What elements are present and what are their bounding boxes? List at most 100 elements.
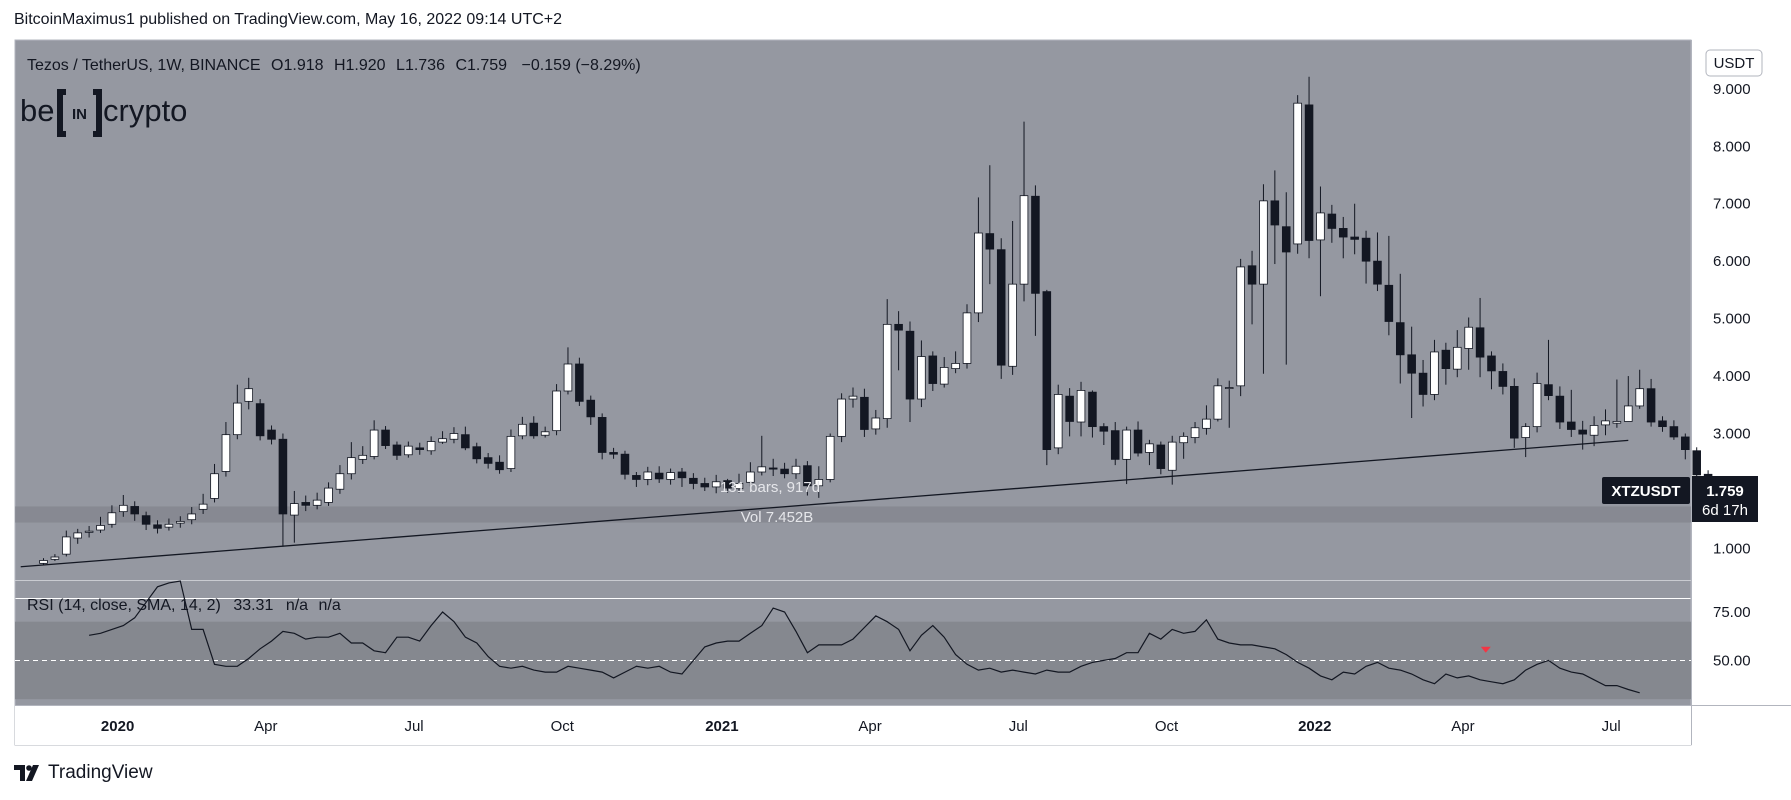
price-axis[interactable]: [1692, 40, 1790, 745]
candle: [1532, 372, 1542, 433]
candle-body-down: [1042, 291, 1052, 450]
candle-body-down: [301, 502, 311, 506]
candle-body-up: [210, 473, 219, 499]
candle-body-up: [290, 503, 299, 516]
candle: [1042, 289, 1052, 466]
candle: [1464, 317, 1473, 370]
candle: [803, 461, 812, 496]
legend-symbol: Tezos / TetherUS, 1W, BINANCE: [27, 57, 261, 74]
candle-body-down: [255, 403, 265, 437]
footer-brand[interactable]: TradingView: [14, 762, 153, 784]
candle-body-up: [1224, 387, 1234, 389]
candle: [290, 490, 299, 543]
candle-body-up: [221, 434, 231, 472]
candle-body-up: [666, 472, 675, 480]
candle: [495, 455, 504, 474]
candle: [1270, 170, 1280, 265]
candle-body-up: [1213, 385, 1223, 420]
logo-right-text: crypto: [103, 93, 187, 128]
candle: [1384, 235, 1394, 336]
candle-body-up: [1236, 266, 1245, 387]
currency-button-frame[interactable]: [1705, 49, 1763, 77]
candle: [1122, 426, 1131, 485]
candle: [335, 465, 345, 494]
candle: [620, 450, 630, 480]
candle: [711, 474, 721, 494]
candle-body-up: [324, 487, 333, 503]
candle: [996, 238, 1006, 379]
candle-body-up: [198, 503, 208, 510]
candle: [643, 466, 653, 486]
candle: [518, 416, 527, 440]
candle-body-down: [1407, 354, 1416, 374]
candle-body-down: [996, 249, 1006, 366]
candle-body-down: [1088, 391, 1097, 428]
candle: [1190, 422, 1200, 444]
candle: [1475, 297, 1485, 378]
candle: [1156, 441, 1166, 475]
candle-body-up: [518, 423, 527, 437]
candle-body-up: [1202, 418, 1211, 429]
candle-body-down: [461, 434, 470, 449]
candle-body-down: [1567, 421, 1576, 430]
currency-button-label[interactable]: USDT: [1714, 55, 1755, 72]
rsi-bearish-marker: [1480, 646, 1491, 653]
candle-body-down: [575, 363, 584, 402]
candle: [381, 426, 390, 450]
candle-body-down: [677, 471, 687, 479]
candle: [962, 304, 972, 369]
candle: [666, 468, 675, 485]
candle: [689, 473, 698, 490]
candle-body-up: [449, 433, 459, 440]
candle: [301, 495, 311, 512]
candle-body-up: [974, 232, 983, 314]
time-axis[interactable]: [15, 706, 1691, 745]
candle-body-down: [1395, 322, 1405, 356]
candle-body-down: [1384, 284, 1394, 322]
currency-button[interactable]: USDT: [1705, 49, 1763, 77]
candle-body-down: [483, 457, 493, 464]
legend-low-label: L: [396, 57, 405, 74]
candle-body-up: [335, 473, 345, 490]
candle-body-down: [1544, 384, 1553, 396]
candle: [1316, 186, 1325, 297]
candle: [312, 492, 322, 510]
candle: [540, 426, 550, 438]
candle-body-up: [917, 356, 926, 400]
candle-body-down: [654, 472, 664, 480]
candle-body-up: [1624, 405, 1633, 422]
candle: [894, 311, 903, 371]
candle-body-up: [757, 466, 767, 473]
candle-body-down: [130, 506, 139, 515]
candle: [837, 393, 846, 443]
support-zone: [15, 506, 1691, 523]
legend-high-label: H: [334, 57, 346, 74]
candle: [1418, 359, 1428, 407]
candle: [198, 493, 208, 514]
candle: [1624, 376, 1633, 422]
candle: [84, 526, 94, 538]
candle: [347, 442, 356, 480]
time-tick-label: Oct: [1155, 718, 1179, 735]
candle-body-up: [1259, 200, 1268, 285]
candle: [825, 433, 835, 483]
candle-body-up: [1601, 420, 1610, 426]
support-zone-layer: [15, 506, 1691, 523]
candle: [1236, 258, 1245, 397]
candle: [449, 427, 459, 444]
candle: [1304, 76, 1314, 259]
candle: [1053, 384, 1063, 455]
time-tick-label: Jul: [404, 718, 423, 735]
candle-body-up: [369, 429, 379, 457]
ascending-support-trendline: [20, 439, 1629, 568]
candle-body-up: [1464, 326, 1473, 349]
candle: [1487, 351, 1496, 390]
publisher-line: BitcoinMaximus1 published on TradingView…: [14, 11, 563, 28]
candle-body-down: [768, 467, 778, 470]
time-tick-label: Oct: [551, 718, 575, 735]
candle: [552, 384, 561, 436]
candle-body-down: [985, 233, 995, 250]
time-tick-label: Jul: [1602, 718, 1621, 735]
candle-body-down: [278, 438, 288, 515]
